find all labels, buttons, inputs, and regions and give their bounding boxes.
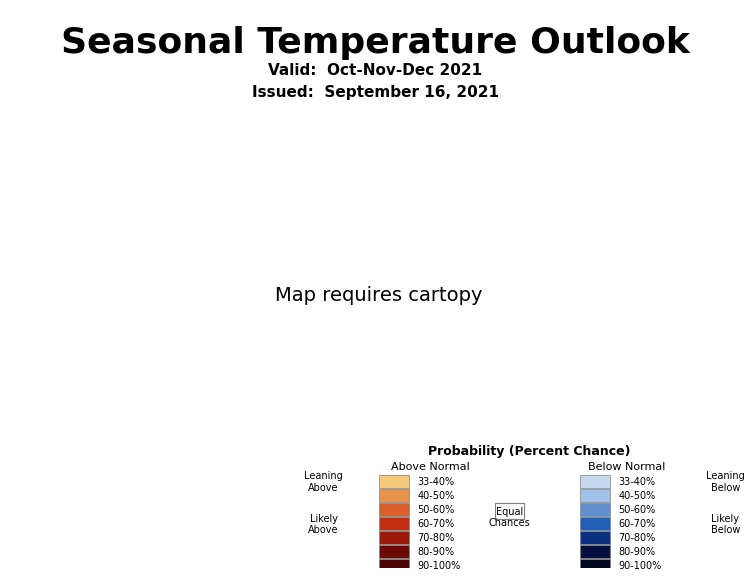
Text: 70-80%: 70-80%	[418, 533, 454, 543]
Text: 80-90%: 80-90%	[619, 547, 656, 557]
Bar	[379, 517, 409, 530]
Bar	[494, 503, 524, 519]
Text: Map requires cartopy: Map requires cartopy	[275, 287, 482, 305]
Text: 33-40%: 33-40%	[619, 477, 656, 487]
Bar	[580, 517, 610, 530]
Text: Valid:  Oct-Nov-Dec 2021: Valid: Oct-Nov-Dec 2021	[268, 63, 482, 78]
Text: Below Normal: Below Normal	[589, 462, 666, 473]
Text: Probability (Percent Chance): Probability (Percent Chance)	[427, 445, 630, 458]
Text: Likely
Above: Likely Above	[308, 513, 339, 535]
Text: 50-60%: 50-60%	[619, 505, 656, 514]
Text: 33-40%: 33-40%	[418, 477, 454, 487]
Bar	[580, 545, 610, 558]
Text: Seasonal Temperature Outlook: Seasonal Temperature Outlook	[61, 26, 689, 60]
Text: Above Normal: Above Normal	[391, 462, 470, 473]
Text: Equal
Chances: Equal Chances	[489, 506, 530, 528]
Bar	[580, 475, 610, 488]
Bar	[379, 490, 409, 502]
Bar	[379, 560, 409, 572]
Text: 70-80%: 70-80%	[619, 533, 656, 543]
Text: 60-70%: 60-70%	[619, 519, 656, 529]
Bar	[580, 560, 610, 572]
Text: 40-50%: 40-50%	[619, 491, 656, 501]
Text: 90-100%: 90-100%	[418, 561, 460, 571]
Bar	[379, 545, 409, 558]
Bar	[379, 475, 409, 488]
Bar	[580, 490, 610, 502]
Text: 40-50%: 40-50%	[418, 491, 454, 501]
Text: Leaning
Below: Leaning Below	[706, 472, 745, 493]
Bar	[580, 531, 610, 544]
Bar	[379, 503, 409, 516]
Bar	[580, 503, 610, 516]
Bar	[379, 531, 409, 544]
Text: 90-100%: 90-100%	[619, 561, 662, 571]
Text: Leaning
Above: Leaning Above	[304, 472, 343, 493]
Text: 50-60%: 50-60%	[418, 505, 454, 514]
Text: Issued:  September 16, 2021: Issued: September 16, 2021	[251, 85, 499, 100]
Text: Likely
Below: Likely Below	[711, 513, 740, 535]
Text: 80-90%: 80-90%	[418, 547, 454, 557]
Text: 60-70%: 60-70%	[418, 519, 454, 529]
